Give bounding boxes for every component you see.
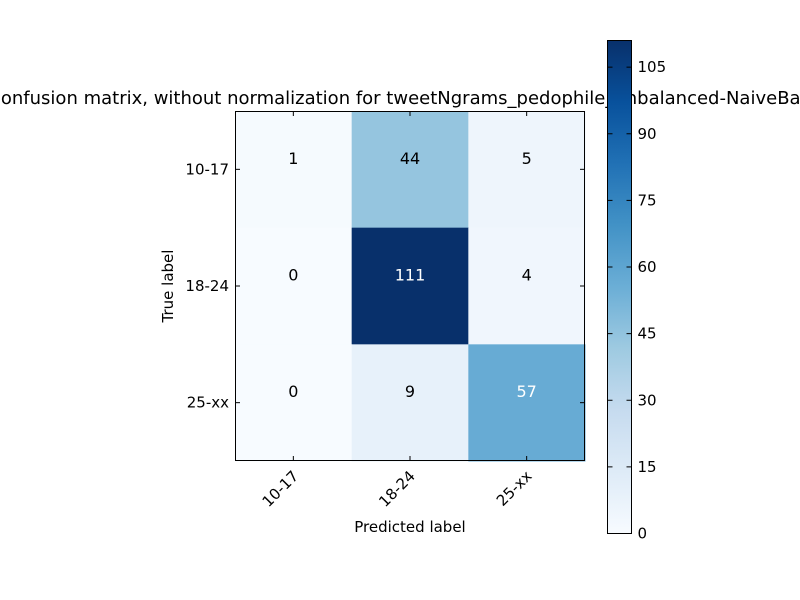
cell-value-label: 111 — [395, 266, 426, 285]
matrix-cell — [468, 344, 586, 462]
matrix-cell — [235, 111, 353, 229]
colorbar-tick-label: 60 — [638, 258, 657, 276]
colorbar-tick-label: 45 — [638, 325, 657, 343]
cell-value-label: 1 — [288, 149, 298, 168]
x-tick-label: 10-17 — [259, 467, 303, 511]
colorbar-gradient — [607, 40, 632, 534]
colorbar: 0 15 30 45 60 75 90 105 — [607, 40, 667, 543]
colorbar-tick-label: 0 — [638, 525, 648, 543]
colorbar-ticks: 0 15 30 45 60 75 90 105 — [607, 58, 667, 543]
matrix-cell — [351, 227, 469, 345]
matrix-cells — [235, 111, 586, 462]
x-tick-label: 25-xx — [493, 467, 536, 510]
y-axis-label: True label — [159, 250, 177, 324]
matrix-cell — [351, 344, 469, 462]
x-axis-label: Predicted label — [354, 518, 465, 536]
colorbar-tick-label: 105 — [638, 58, 667, 76]
colorbar-tick-label: 90 — [638, 125, 657, 143]
matrix-cell — [468, 227, 586, 345]
cell-value-label: 0 — [288, 266, 298, 285]
cell-value-label: 0 — [288, 382, 298, 401]
matrix-cell — [235, 227, 353, 345]
cell-value-label: 4 — [522, 266, 532, 285]
colorbar-tick-label: 30 — [638, 391, 657, 409]
y-tick-label: 25-xx — [187, 394, 229, 412]
matrix-cell — [468, 111, 586, 229]
chart-title: Confusion matrix, without normalization … — [0, 88, 800, 109]
cell-value-label: 57 — [516, 382, 536, 401]
matrix-cell — [235, 344, 353, 462]
x-tick-label: 18-24 — [375, 467, 419, 511]
colorbar-tick-label: 75 — [638, 191, 657, 209]
y-tick-label: 18-24 — [185, 277, 229, 295]
cell-value-label: 5 — [522, 149, 532, 168]
cell-value-label: 44 — [400, 149, 420, 168]
y-tick-label: 10-17 — [185, 160, 229, 178]
cell-value-labels: 1 44 5 0 111 4 0 9 57 — [288, 149, 537, 401]
cell-value-label: 9 — [405, 382, 415, 401]
matrix-cell — [351, 111, 469, 229]
colorbar-tick-label: 15 — [638, 458, 657, 476]
